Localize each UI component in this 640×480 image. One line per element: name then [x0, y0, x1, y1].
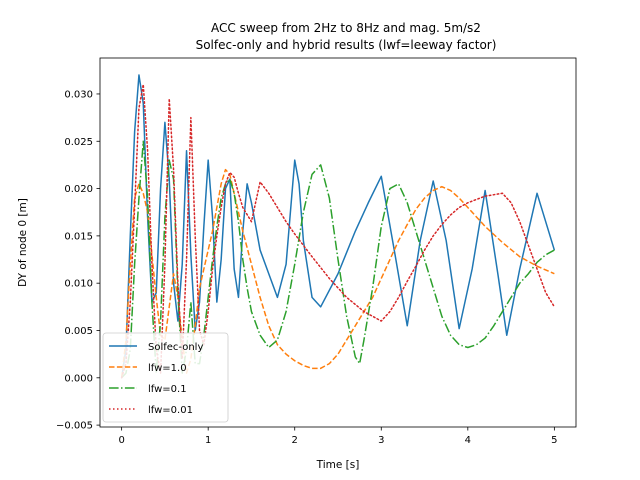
chart-subtitle: Solfec-only and hybrid results (lwf=leew… [196, 38, 497, 52]
legend-label: lfw=0.1 [148, 384, 187, 395]
x-tick-label: 4 [465, 435, 471, 446]
x-tick-label: 5 [551, 435, 557, 446]
y-axis-label: DY of node 0 [m] [17, 198, 29, 287]
x-axis-label: Time [s] [316, 459, 360, 471]
x-axis: 0 1 2 3 4 5 [118, 427, 558, 446]
y-tick-label: 0.020 [64, 184, 93, 195]
plot-frame [99, 57, 577, 428]
legend-box [102, 332, 229, 423]
series-line-lfw-0-1 [121, 140, 555, 379]
y-tick-label: 0.000 [64, 373, 93, 384]
y-tick-label: 0.005 [64, 326, 93, 337]
y-tick-label: 0.025 [64, 137, 93, 148]
chart-title: ACC sweep from 2Hz to 8Hz and mag. 5m/s2 [211, 21, 481, 35]
x-tick-label: 3 [378, 435, 384, 446]
legend-label: Solfec-only [148, 342, 203, 353]
x-tick-label: 1 [205, 435, 211, 446]
y-tick-label: 0.010 [64, 279, 93, 290]
y-tick-label: −0.005 [56, 421, 93, 432]
legend-label: lfw=0.01 [148, 405, 193, 416]
x-tick-label: 0 [118, 435, 124, 446]
legend-label: lfw=1.0 [148, 363, 187, 374]
series-line-lfw-0-01 [120, 83, 556, 379]
y-axis: −0.005 0.000 0.005 0.010 0.015 0.020 0.025 0.03… [56, 89, 100, 432]
legend: Solfec-only lfw=1.0 lfw=0.1 lfw=0.01 [102, 332, 229, 423]
x-tick-label: 2 [292, 435, 298, 446]
y-tick-label: 0.015 [64, 231, 93, 242]
y-tick-label: 0.030 [64, 89, 93, 100]
